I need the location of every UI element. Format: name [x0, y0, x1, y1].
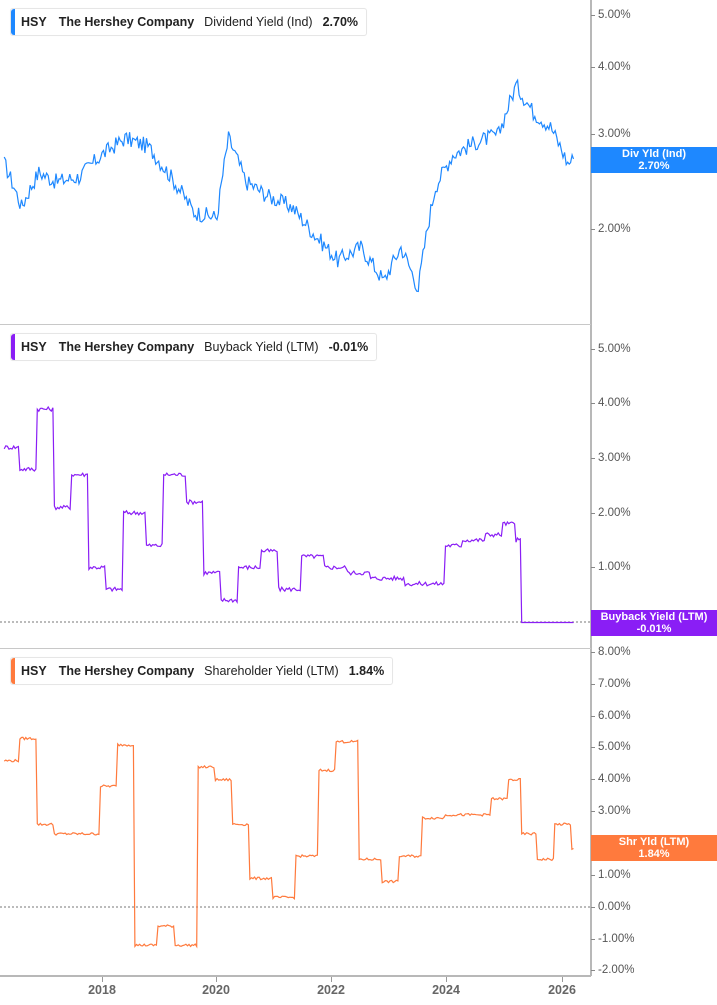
x-tick — [216, 977, 217, 982]
company-label: The Hershey Company — [58, 664, 195, 678]
tag-title: Buyback Yield (LTM) — [600, 611, 708, 623]
y-axis-line — [590, 649, 592, 976]
tag-value: -0.01% — [636, 623, 672, 635]
dividend-yield-panel: HSY The Hershey Company Dividend Yield (… — [0, 0, 717, 325]
y-label: 4.00% — [591, 397, 631, 409]
metric-value: 1.84% — [348, 664, 385, 678]
shareholder-yield-plot — [0, 736, 591, 949]
y-label: 4.00% — [591, 61, 631, 73]
y-label: 5.00% — [591, 9, 631, 21]
y-label: 0.00% — [591, 901, 631, 913]
x-axis-line — [0, 975, 591, 977]
x-tick — [562, 977, 563, 982]
y-label: 1.00% — [591, 869, 631, 881]
current-value-tag: Buyback Yield (LTM) -0.01% — [591, 610, 717, 636]
tag-title: Shr Yld (LTM) — [618, 836, 690, 848]
metric-value: 2.70% — [322, 15, 359, 29]
panel-divider — [0, 648, 591, 649]
shareholder-yield-panel: HSY The Hershey Company Shareholder Yiel… — [0, 646, 717, 976]
y-label: 7.00% — [591, 678, 631, 690]
y-label: 2.00% — [591, 507, 631, 519]
y-label: 4.00% — [591, 773, 631, 785]
company-label: The Hershey Company — [58, 340, 195, 354]
y-label: 6.00% — [591, 710, 631, 722]
metric-value: -0.01% — [328, 340, 369, 354]
x-tick — [446, 977, 447, 982]
tag-value: 2.70% — [638, 160, 670, 172]
legend-color-bar — [11, 9, 15, 35]
y-label: 3.00% — [591, 128, 631, 140]
buyback-yield-legend[interactable]: HSY The Hershey Company Buyback Yield (L… — [10, 333, 378, 361]
y-label: 3.00% — [591, 452, 631, 464]
y-label: -1.00% — [590, 933, 635, 945]
legend-color-bar — [11, 334, 15, 360]
current-value-tag: Shr Yld (LTM) 1.84% — [591, 835, 717, 861]
shareholder-yield-legend[interactable]: HSY The Hershey Company Shareholder Yiel… — [10, 657, 394, 685]
tag-title: Div Yld (Ind) — [622, 148, 686, 160]
legend-color-bar — [11, 658, 15, 684]
panel-divider — [0, 324, 591, 325]
x-label-2022: 2022 — [317, 983, 345, 997]
y-label: 2.00% — [591, 223, 631, 235]
x-label-2018: 2018 — [88, 983, 116, 997]
x-label-2020: 2020 — [202, 983, 230, 997]
y-label: 5.00% — [591, 741, 631, 753]
metric-label: Dividend Yield (Ind) — [204, 15, 313, 29]
buyback-yield-plot — [0, 405, 591, 624]
ticker-label: HSY — [21, 664, 47, 678]
x-label-2024: 2024 — [432, 983, 460, 997]
y-label: -2.00% — [590, 964, 635, 976]
ticker-label: HSY — [21, 340, 47, 354]
metric-label: Buyback Yield (LTM) — [204, 340, 319, 354]
x-tick — [331, 977, 332, 982]
metric-label: Shareholder Yield (LTM) — [204, 664, 339, 678]
x-label-2026: 2026 — [548, 983, 576, 997]
y-label: 8.00% — [591, 646, 631, 658]
dividend-yield-legend[interactable]: HSY The Hershey Company Dividend Yield (… — [10, 8, 368, 36]
company-label: The Hershey Company — [58, 15, 195, 29]
x-tick — [102, 977, 103, 982]
y-label: 5.00% — [591, 343, 631, 355]
current-value-tag: Div Yld (Ind) 2.70% — [591, 147, 717, 173]
ticker-label: HSY — [21, 15, 47, 29]
buyback-yield-panel: HSY The Hershey Company Buyback Yield (L… — [0, 325, 717, 649]
tag-value: 1.84% — [638, 848, 670, 860]
y-label: 3.00% — [591, 805, 631, 817]
y-label: 1.00% — [591, 561, 631, 573]
y-axis-line — [590, 325, 592, 649]
dividend-yield-plot — [3, 78, 575, 293]
